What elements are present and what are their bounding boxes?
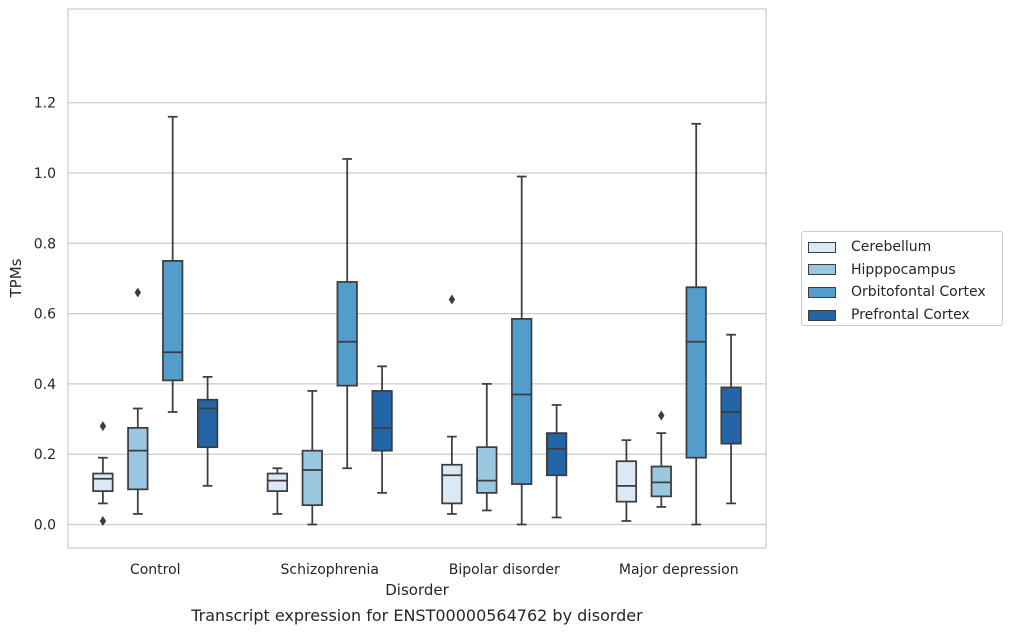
box-orbitofontal-cortex xyxy=(685,122,707,526)
legend-swatch xyxy=(808,286,836,298)
legend: Cerebellum Hipppocampus Orbitofontal Corte… xyxy=(801,231,1003,326)
box-body xyxy=(127,426,149,491)
box-groups xyxy=(92,115,742,526)
x-tick-labels: Control Schizophrenia Bipolar disorder Majo… xyxy=(130,562,739,578)
legend-item: Hipppocampus xyxy=(808,259,1002,282)
x-tick-label: Control xyxy=(130,562,181,578)
box-orbitofontal-cortex xyxy=(511,175,533,526)
box-prefrontal-cortex xyxy=(371,365,393,494)
legend-swatch xyxy=(808,264,836,276)
box-body xyxy=(615,460,638,503)
outlier-marker xyxy=(134,287,141,298)
legend-swatch xyxy=(808,241,836,253)
y-tick-label: 1.2 xyxy=(34,96,56,112)
legend-label: Orbitofontal Cortex xyxy=(851,284,986,301)
grid-lines xyxy=(68,102,766,526)
box-body xyxy=(196,398,219,449)
y-tick-label: 0.0 xyxy=(34,518,56,534)
legend-item: Prefrontal Cortex xyxy=(808,304,1002,327)
y-axis-label: TPMs xyxy=(7,258,25,298)
x-axis-label: Disorder xyxy=(385,581,449,599)
outlier-marker xyxy=(448,294,456,305)
box-cerebellum xyxy=(615,439,638,522)
box-body xyxy=(266,472,289,492)
box-body xyxy=(720,386,742,445)
box-orbitofontal-cortex xyxy=(336,158,358,470)
y-tick-labels: 0.0 0.2 0.4 0.6 0.8 1.0 1.2 xyxy=(34,96,56,534)
box-cerebellum xyxy=(92,421,114,526)
box-body xyxy=(336,281,358,387)
box-prefrontal-cortex xyxy=(545,404,568,519)
box-hipppocampus xyxy=(476,383,498,512)
x-tick-label: Major depression xyxy=(619,562,739,578)
box-body xyxy=(92,472,114,492)
box-prefrontal-cortex xyxy=(196,375,219,487)
plot-frame xyxy=(67,8,767,549)
box-hipppocampus xyxy=(301,390,323,526)
x-tick-label: Bipolar disorder xyxy=(449,562,560,578)
y-tick-label: 0.4 xyxy=(34,377,56,393)
box-prefrontal-cortex xyxy=(720,333,742,505)
box-hipppocampus xyxy=(650,410,672,508)
box-cerebellum xyxy=(266,467,289,515)
y-tick-label: 0.2 xyxy=(34,447,56,463)
outlier-marker xyxy=(658,410,665,421)
box-body xyxy=(371,390,393,452)
box-body xyxy=(162,260,184,382)
y-tick-label: 0.6 xyxy=(34,307,56,323)
box-body xyxy=(441,463,463,505)
legend-label: Hipppocampus xyxy=(851,261,956,278)
outlier-marker xyxy=(99,515,107,526)
outlier-marker xyxy=(99,421,107,432)
chart-caption: Transcript expression for ENST0000056476… xyxy=(191,606,643,625)
y-tick-label: 0.8 xyxy=(34,236,56,252)
box-cerebellum xyxy=(441,294,463,515)
y-tick-label: 1.0 xyxy=(34,166,56,182)
legend-item: Orbitofontal Cortex xyxy=(808,281,1002,304)
box-body xyxy=(301,449,323,507)
box-body xyxy=(545,432,568,477)
box-hipppocampus xyxy=(127,287,149,515)
box-body xyxy=(685,286,707,459)
box-body xyxy=(511,317,533,485)
legend-swatch xyxy=(808,309,836,321)
box-body xyxy=(650,465,672,498)
box-body xyxy=(476,446,498,494)
legend-label: Prefrontal Cortex xyxy=(851,307,970,324)
legend-label: Cerebellum xyxy=(851,239,932,256)
x-tick-label: Schizophrenia xyxy=(281,562,379,578)
legend-item: Cerebellum xyxy=(808,236,1002,259)
box-orbitofontal-cortex xyxy=(162,115,184,413)
